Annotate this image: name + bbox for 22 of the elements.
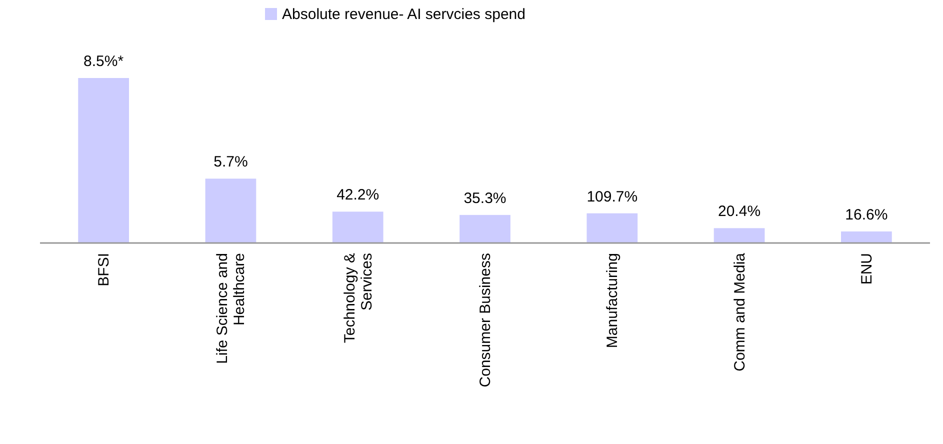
annotation: 20.4% bbox=[718, 203, 761, 220]
annotation: 42.2% bbox=[336, 186, 380, 204]
x-tick-label: BFSI bbox=[96, 253, 113, 286]
bar bbox=[714, 228, 765, 243]
annotation: 5.7% bbox=[214, 154, 248, 171]
bar bbox=[205, 178, 256, 243]
x-tick-label: Life Science and Healthcare bbox=[214, 253, 248, 364]
x-tick-label: Comm and Media bbox=[731, 252, 748, 372]
legend-label: Absolute revenue- AI servcies spend bbox=[282, 6, 526, 23]
x-tick-label: Technology & Services bbox=[341, 253, 376, 344]
bar bbox=[78, 78, 129, 243]
annotation: 8.5%* bbox=[84, 53, 124, 70]
bar bbox=[841, 231, 892, 243]
bar bbox=[460, 214, 510, 243]
bar bbox=[586, 213, 638, 243]
x-tick-label: ENU bbox=[858, 253, 876, 285]
annotation: 16.6% bbox=[845, 206, 888, 224]
bar bbox=[332, 212, 384, 243]
annotation: 35.3% bbox=[464, 190, 506, 207]
x-tick-label: Consumer Business bbox=[477, 253, 494, 388]
annotation: 109.7% bbox=[586, 188, 638, 206]
x-tick-label: Manufacturing bbox=[604, 253, 622, 348]
